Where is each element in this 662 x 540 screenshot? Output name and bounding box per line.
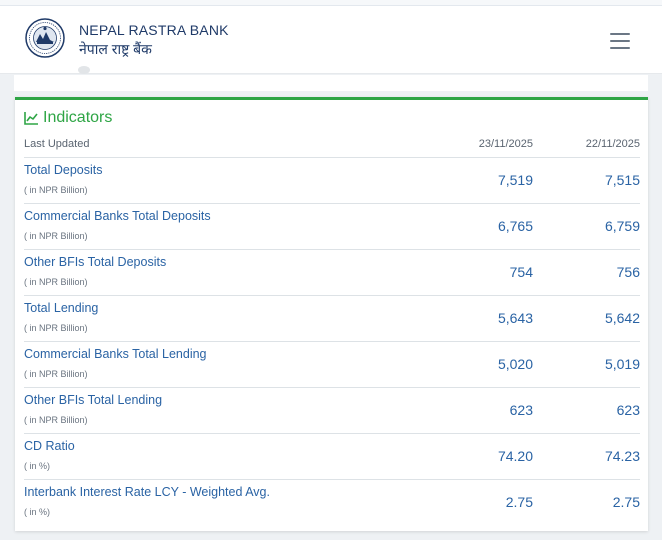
table-row: Total Lending ( in NPR Billion) 5,643 5,…: [24, 296, 640, 342]
indicator-name[interactable]: Interbank Interest Rate LCY - Weighted A…: [24, 485, 270, 499]
indicator-value-current: 623: [509, 402, 533, 418]
indicator-value-previous: 6,759: [604, 218, 640, 234]
table-header: Last Updated 23/11/2025 22/11/2025: [24, 134, 640, 158]
indicator-value-current: 2.75: [505, 494, 533, 510]
indicator-value-previous: 623: [616, 402, 640, 418]
table-row: Commercial Banks Total Lending ( in NPR …: [24, 342, 640, 388]
indicator-unit: ( in %): [24, 461, 51, 471]
indicator-unit: ( in NPR Billion): [24, 277, 88, 287]
indicator-name[interactable]: Other BFIs Total Lending: [24, 393, 163, 407]
hamburger-menu-button[interactable]: [608, 30, 634, 52]
indicator-name[interactable]: Total Lending: [24, 301, 99, 315]
indicator-unit: ( in NPR Billion): [24, 369, 88, 379]
indicator-value-previous: 2.75: [612, 494, 640, 510]
line-chart-icon: [24, 112, 38, 125]
indicator-unit: ( in NPR Billion): [24, 185, 88, 195]
hamburger-icon: [610, 33, 630, 35]
indicator-value-previous: 74.23: [604, 448, 640, 464]
indicator-unit: ( in %): [24, 507, 51, 517]
indicator-value-current: 7,519: [497, 172, 533, 188]
indicator-value-previous: 756: [616, 264, 640, 280]
indicator-value-current: 754: [509, 264, 533, 280]
carousel-dot[interactable]: [78, 66, 90, 74]
indicators-table: Total Deposits ( in NPR Billion) 7,519 7…: [24, 158, 640, 526]
indicator-value-previous: 5,019: [604, 356, 640, 372]
table-row: Total Deposits ( in NPR Billion) 7,519 7…: [24, 158, 640, 204]
indicator-name[interactable]: Other BFIs Total Deposits: [24, 255, 167, 269]
date-column-2: 22/11/2025: [585, 138, 640, 150]
indicator-unit: ( in NPR Billion): [24, 415, 88, 425]
last-updated-label: Last Updated: [24, 138, 90, 150]
indicator-name[interactable]: Commercial Banks Total Lending: [24, 347, 207, 361]
brand-name-nepali[interactable]: नेपाल राष्ट्र बैंक: [79, 41, 152, 57]
table-row: Other BFIs Total Lending ( in NPR Billio…: [24, 388, 640, 434]
indicator-name[interactable]: CD Ratio: [24, 439, 75, 453]
nrb-seal-icon[interactable]: [25, 18, 65, 58]
brand-name-english[interactable]: NEPAL RASTRA BANK: [79, 22, 229, 38]
indicator-value-current: 5,020: [497, 356, 533, 372]
previous-section-edge: [14, 75, 648, 91]
site-header: NEPAL RASTRA BANK नेपाल राष्ट्र बैंक: [0, 6, 662, 74]
indicators-heading: Indicators: [24, 108, 112, 128]
indicators-title: Indicators: [43, 109, 113, 126]
top-strip: [0, 0, 662, 6]
date-column-1: 23/11/2025: [478, 138, 533, 150]
indicator-unit: ( in NPR Billion): [24, 323, 88, 333]
indicator-value-previous: 5,642: [604, 310, 640, 326]
indicator-name[interactable]: Total Deposits: [24, 163, 103, 177]
table-row: CD Ratio ( in %) 74.20 74.23: [24, 434, 640, 480]
table-row: Interbank Interest Rate LCY - Weighted A…: [24, 480, 640, 526]
indicator-value-current: 6,765: [497, 218, 533, 234]
table-row: Commercial Banks Total Deposits ( in NPR…: [24, 204, 640, 250]
indicator-value-previous: 7,515: [604, 172, 640, 188]
table-row: Other BFIs Total Deposits ( in NPR Billi…: [24, 250, 640, 296]
indicator-value-current: 74.20: [497, 448, 533, 464]
indicator-name[interactable]: Commercial Banks Total Deposits: [24, 209, 211, 223]
indicator-value-current: 5,643: [497, 310, 533, 326]
indicator-unit: ( in NPR Billion): [24, 231, 88, 241]
indicators-card: Indicators Last Updated 23/11/2025 22/11…: [15, 97, 648, 531]
